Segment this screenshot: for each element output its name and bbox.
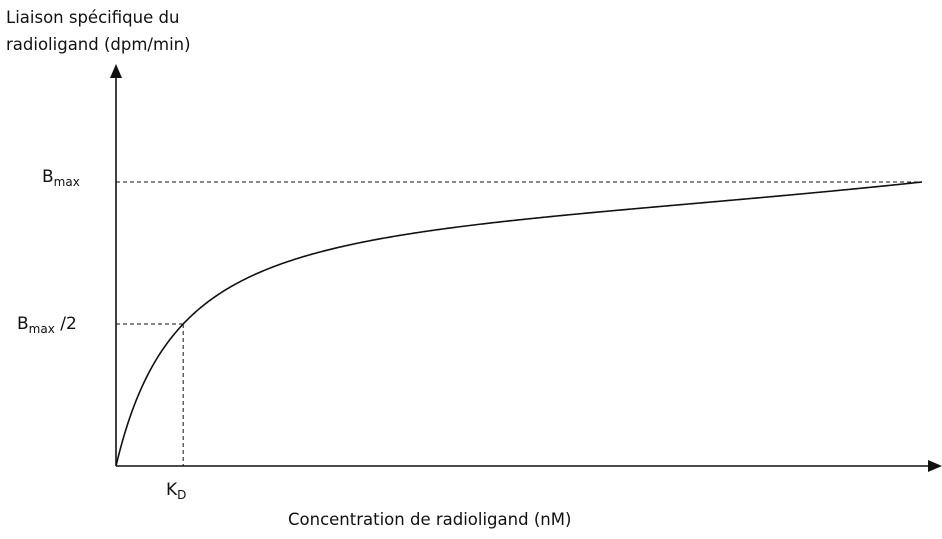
x-axis-arrowhead	[928, 460, 942, 472]
y-axis-label: Liaison spécifique du radioligand (dpm/m…	[6, 4, 191, 58]
binding-curve	[115, 181, 923, 467]
y-axis-arrowhead	[110, 64, 122, 78]
bmax-half-tick-label: Bmax /2	[17, 314, 77, 336]
kd-tick-label: KD	[166, 480, 187, 502]
bmax-tick-label: Bmax	[42, 167, 80, 189]
x-axis-label: Concentration de radioligand (nM)	[288, 510, 572, 529]
y-axis-label-line1: Liaison spécifique du	[6, 8, 180, 27]
y-axis-label-line2: radioligand (dpm/min)	[6, 35, 191, 54]
